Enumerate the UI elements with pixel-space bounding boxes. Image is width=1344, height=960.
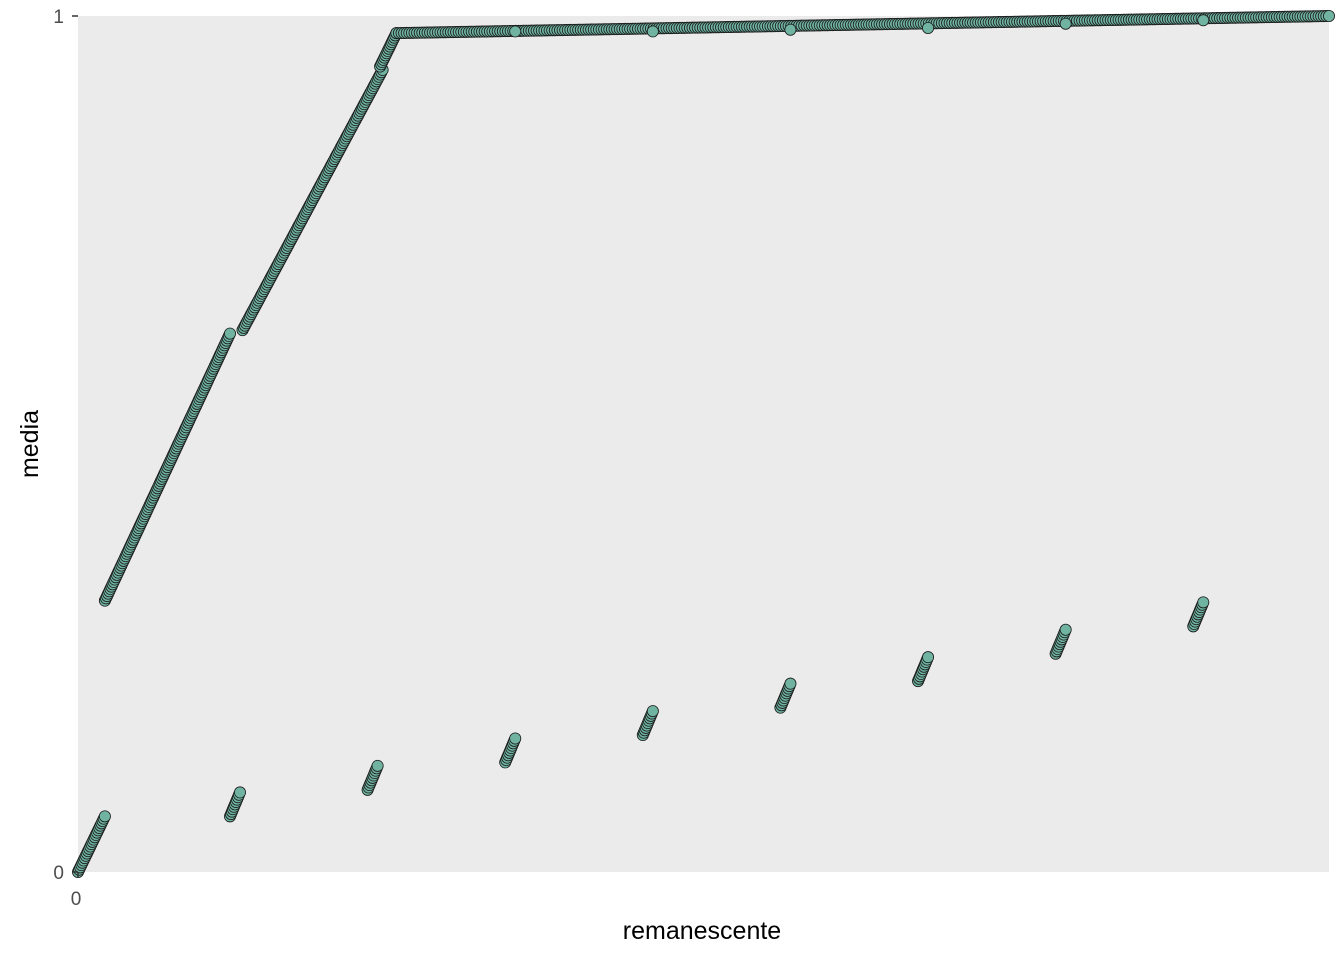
x-axis-title: remanescente	[623, 917, 781, 945]
data-point-s0-630	[1323, 9, 1336, 22]
data-point-s1-696	[922, 651, 935, 664]
y-tick-label-0: 0	[53, 863, 64, 884]
points-layer	[72, 9, 1336, 879]
plot-panel	[78, 16, 1329, 872]
data-point-s2-720	[646, 25, 659, 38]
data-point-s1-652	[371, 759, 384, 772]
y-axis-title: media	[16, 410, 44, 478]
data-point-s2-719	[509, 25, 522, 38]
data-point-s1-641	[233, 786, 246, 799]
data-point-s2-721	[784, 23, 797, 36]
data-point-s1-663	[509, 732, 522, 745]
axis-ticks	[72, 15, 79, 878]
data-point-s0-139	[223, 327, 236, 340]
data-point-s1-674	[646, 705, 659, 718]
data-point-s1-685	[784, 677, 797, 690]
data-point-s0-24	[98, 810, 111, 823]
data-point-s2-722	[922, 21, 935, 34]
x-tick-label-0: 0	[71, 889, 82, 910]
data-point-s1-707	[1059, 623, 1072, 636]
data-point-s2-724	[1197, 14, 1210, 27]
data-point-s2-723	[1059, 17, 1072, 30]
y-tick-label-1: 1	[53, 7, 64, 28]
data-point-s1-718	[1197, 596, 1210, 609]
